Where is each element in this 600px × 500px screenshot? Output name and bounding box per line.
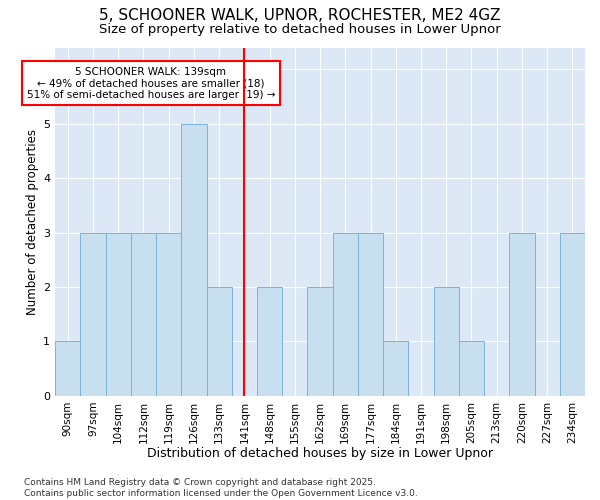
Text: Contains HM Land Registry data © Crown copyright and database right 2025.
Contai: Contains HM Land Registry data © Crown c… xyxy=(24,478,418,498)
Bar xyxy=(332,232,358,396)
Bar xyxy=(156,232,181,396)
X-axis label: Distribution of detached houses by size in Lower Upnor: Distribution of detached houses by size … xyxy=(147,447,493,460)
Text: 5, SCHOONER WALK, UPNOR, ROCHESTER, ME2 4GZ: 5, SCHOONER WALK, UPNOR, ROCHESTER, ME2 … xyxy=(99,8,501,22)
Bar xyxy=(560,232,585,396)
Bar xyxy=(257,287,282,396)
Bar xyxy=(459,342,484,396)
Bar xyxy=(181,124,206,396)
Bar xyxy=(131,232,156,396)
Bar xyxy=(383,342,409,396)
Text: Size of property relative to detached houses in Lower Upnor: Size of property relative to detached ho… xyxy=(99,22,501,36)
Bar xyxy=(80,232,106,396)
Bar xyxy=(206,287,232,396)
Bar xyxy=(307,287,332,396)
Y-axis label: Number of detached properties: Number of detached properties xyxy=(26,128,39,314)
Bar xyxy=(434,287,459,396)
Bar xyxy=(106,232,131,396)
Bar xyxy=(55,342,80,396)
Text: 5 SCHOONER WALK: 139sqm
← 49% of detached houses are smaller (18)
51% of semi-de: 5 SCHOONER WALK: 139sqm ← 49% of detache… xyxy=(27,66,275,100)
Bar xyxy=(509,232,535,396)
Bar xyxy=(358,232,383,396)
